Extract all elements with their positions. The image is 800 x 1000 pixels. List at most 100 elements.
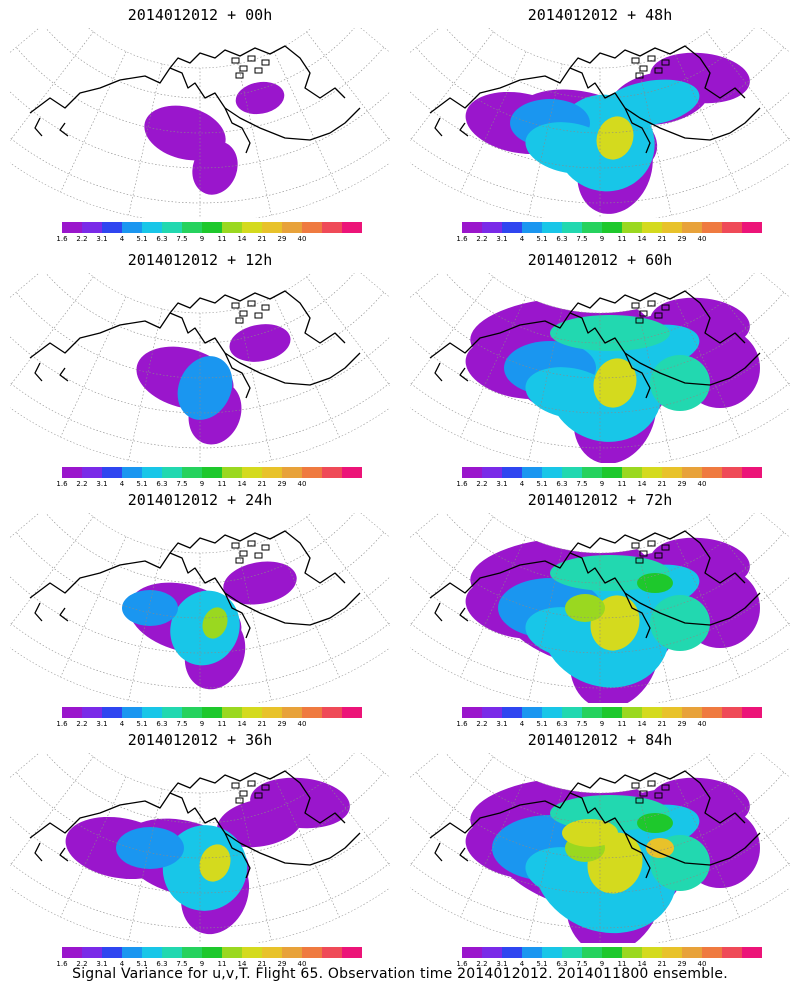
colorbar-segment (202, 222, 222, 233)
map-area (10, 273, 390, 463)
colorbar-tick-label: 21 (657, 235, 667, 243)
colorbar-tick-label: 3.1 (96, 480, 108, 488)
colorbar-ticks: 1.6 2.2 3.1 4 5.1 6.3 7.5 9 11 14 21 29 40 (456, 235, 762, 245)
colorbar-tick-label: 7.5 (576, 960, 588, 968)
colorbar-ticks: 1.6 2.2 3.1 4 5.1 6.3 7.5 9 11 14 21 29 40 (456, 480, 762, 490)
colorbar-tick-label: 29 (677, 960, 687, 968)
map-area (410, 273, 790, 463)
colorbar-segment (142, 467, 162, 478)
colorbar-tick-label: 7.5 (576, 235, 588, 243)
colorbar-tick-label: 29 (277, 480, 287, 488)
colorbar (62, 947, 362, 958)
colorbar-segment (742, 222, 762, 233)
colorbar-segment (282, 947, 302, 958)
colorbar (462, 467, 762, 478)
colorbar-tick-label: 29 (277, 960, 287, 968)
colorbar-tick-label: 29 (677, 480, 687, 488)
colorbar (62, 707, 362, 718)
colorbar-segment (542, 947, 562, 958)
colorbar-segment (182, 707, 202, 718)
colorbar-segment (562, 947, 582, 958)
colorbar-segment (642, 707, 662, 718)
colorbar-segment (482, 467, 502, 478)
graticule (10, 273, 390, 463)
panel-title: 2014012012 + 24h (127, 491, 273, 509)
colorbar-segment (662, 222, 682, 233)
colorbar-tick-label: 2.2 (476, 720, 488, 728)
colorbar-segment (262, 707, 282, 718)
colorbar-tick-label: 6.3 (156, 235, 168, 243)
variance-field (144, 81, 285, 195)
variance-field (465, 52, 750, 214)
colorbar-segment (262, 222, 282, 233)
colorbar-segment (742, 707, 762, 718)
colorbar-segment (302, 467, 322, 478)
colorbar-tick-label: 7.5 (176, 235, 188, 243)
colorbar-segment (122, 222, 142, 233)
colorbar-segment (182, 947, 202, 958)
variance-field (465, 537, 760, 703)
colorbar-segment (162, 222, 182, 233)
colorbar-tick-label: 29 (277, 235, 287, 243)
colorbar-tick-label: 6.3 (156, 960, 168, 968)
colorbar-segment (462, 222, 482, 233)
colorbar-segment (282, 467, 302, 478)
colorbar-segment (282, 222, 302, 233)
colorbar-tick-label: 4 (119, 480, 125, 488)
graticule (410, 273, 790, 463)
colorbar-tick-label: 2.2 (476, 960, 488, 968)
colorbar-tick-label: 7.5 (176, 480, 188, 488)
colorbar-tick-label: 1.6 (456, 720, 468, 728)
colorbar-tick-label: 7.5 (176, 960, 188, 968)
colorbar-segment (222, 467, 242, 478)
colorbar-segment (602, 467, 622, 478)
variance-field (65, 777, 350, 935)
colorbar-segment (682, 467, 702, 478)
colorbar-tick-label: 9 (199, 720, 205, 728)
panel-title: 2014012012 + 60h (527, 251, 673, 269)
coastline (29, 530, 361, 639)
colorbar-segment (502, 947, 522, 958)
coastline (29, 770, 361, 879)
colorbar-segment (622, 947, 642, 958)
colorbar-tick-label: 40 (697, 960, 707, 968)
graticule (10, 513, 390, 703)
colorbar-tick-label: 5.1 (536, 960, 548, 968)
colorbar-segment (302, 947, 322, 958)
colorbar-tick-label: 2.2 (476, 235, 488, 243)
colorbar-segment (122, 707, 142, 718)
colorbar-ticks: 1.6 2.2 3.1 4 5.1 6.3 7.5 9 11 14 21 29 40 (56, 720, 362, 730)
map-panel-12h: 2014012012 + 12h 1.6 2.2 3.1 4 5.1 6.3 7.5 9 11 1… (0, 245, 400, 490)
colorbar-tick-label: 11 (617, 960, 627, 968)
colorbar-segment (602, 707, 622, 718)
colorbar-tick-label: 1.6 (56, 960, 68, 968)
colorbar-segment (182, 222, 202, 233)
colorbar-tick-label: 9 (199, 480, 205, 488)
colorbar-tick-label: 40 (697, 235, 707, 243)
colorbar-segment (702, 707, 722, 718)
graticule (10, 28, 390, 218)
map-panel-84h: 2014012012 + 84h 1.6 2.2 3.1 4 5.1 6.3 7.5 9 11 1… (400, 725, 800, 970)
colorbar-tick-label: 3.1 (496, 960, 508, 968)
colorbar-segment (562, 707, 582, 718)
graticule (410, 513, 790, 703)
colorbar-segment (522, 947, 542, 958)
colorbar-segment (502, 467, 522, 478)
colorbar-segment (102, 707, 122, 718)
colorbar-ticks: 1.6 2.2 3.1 4 5.1 6.3 7.5 9 11 14 21 29 40 (56, 480, 362, 490)
colorbar-segment (622, 467, 642, 478)
colorbar-segment (722, 707, 742, 718)
colorbar-segment (102, 222, 122, 233)
colorbar-segment (742, 947, 762, 958)
colorbar-tick-label: 1.6 (56, 720, 68, 728)
colorbar-tick-label: 14 (237, 960, 247, 968)
colorbar-segment (582, 707, 602, 718)
colorbar-segment (542, 707, 562, 718)
colorbar-segment (142, 707, 162, 718)
colorbar-tick-label: 11 (217, 960, 227, 968)
map-area (10, 28, 390, 218)
colorbar-segment (542, 467, 562, 478)
colorbar-segment (62, 222, 82, 233)
colorbar-tick-label: 2.2 (76, 720, 88, 728)
colorbar-segment (662, 467, 682, 478)
